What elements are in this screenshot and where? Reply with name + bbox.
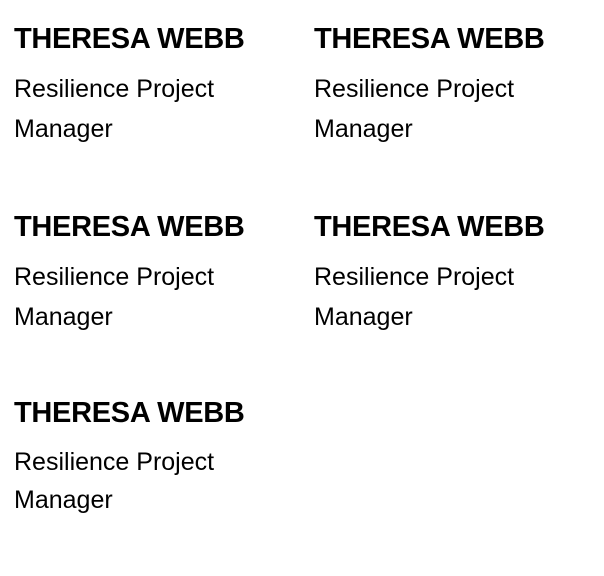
member-title: Resilience Project Manager (314, 263, 515, 331)
member-name: THERESA WEBB (14, 23, 245, 55)
member-name: THERESA WEBB (314, 23, 545, 55)
member-title: Resilience Project Manager (314, 75, 515, 143)
member-title: Resilience Project Manager (14, 448, 215, 514)
member-title: Resilience Project Manager (14, 263, 215, 331)
member-name: THERESA WEBB (14, 397, 245, 429)
member-title: Resilience Project Manager (14, 75, 215, 143)
team-member-card: THERESA WEBB Resilience Project Manager (14, 397, 294, 519)
team-member-card: THERESA WEBB Resilience Project Manager (314, 23, 594, 149)
member-name: THERESA WEBB (14, 211, 245, 243)
team-member-card: THERESA WEBB Resilience Project Manager (14, 211, 294, 337)
member-name: THERESA WEBB (314, 211, 545, 243)
team-member-card: THERESA WEBB Resilience Project Manager (14, 23, 294, 149)
team-member-card: THERESA WEBB Resilience Project Manager (314, 211, 594, 337)
